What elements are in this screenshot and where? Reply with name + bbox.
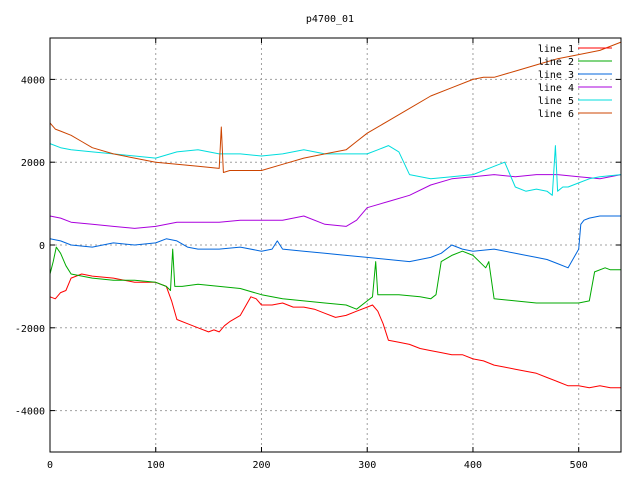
legend-label: line 3 bbox=[538, 70, 574, 81]
y-tick-label: 0 bbox=[39, 241, 45, 252]
legend-label: line 1 bbox=[538, 44, 574, 55]
grid-lines bbox=[50, 38, 621, 452]
legend-label: line 4 bbox=[538, 83, 574, 94]
series-line-6 bbox=[49, 41, 622, 173]
x-tick-label: 300 bbox=[358, 460, 376, 471]
series-line-4 bbox=[49, 174, 622, 229]
legend-label: line 2 bbox=[538, 57, 574, 68]
series-line-2 bbox=[49, 246, 621, 310]
series-line-5 bbox=[49, 143, 622, 196]
x-tick-label: 200 bbox=[252, 460, 270, 471]
chart-title: p4700_01 bbox=[306, 14, 354, 25]
x-tick-label: 100 bbox=[147, 460, 165, 471]
x-tick-label: 0 bbox=[47, 460, 53, 471]
series-lines bbox=[49, 41, 622, 389]
legend-label: line 6 bbox=[538, 109, 574, 120]
axis-ticks: 0 100 200 300 400 500 -4000 -2000 0 2000 4000 bbox=[15, 38, 621, 471]
x-tick-label: 500 bbox=[570, 460, 588, 471]
y-tick-label: 2000 bbox=[21, 158, 45, 169]
y-tick-label: -2000 bbox=[15, 324, 45, 335]
series-line-1 bbox=[49, 273, 621, 389]
x-tick-label: 400 bbox=[464, 460, 482, 471]
series-line-3 bbox=[49, 215, 621, 269]
legend-label: line 5 bbox=[538, 96, 574, 107]
y-tick-label: 4000 bbox=[21, 75, 45, 86]
y-tick-label: -4000 bbox=[15, 407, 45, 418]
legend: line 1 line 2 line 3 line 4 line 5 line 6 bbox=[538, 44, 612, 120]
